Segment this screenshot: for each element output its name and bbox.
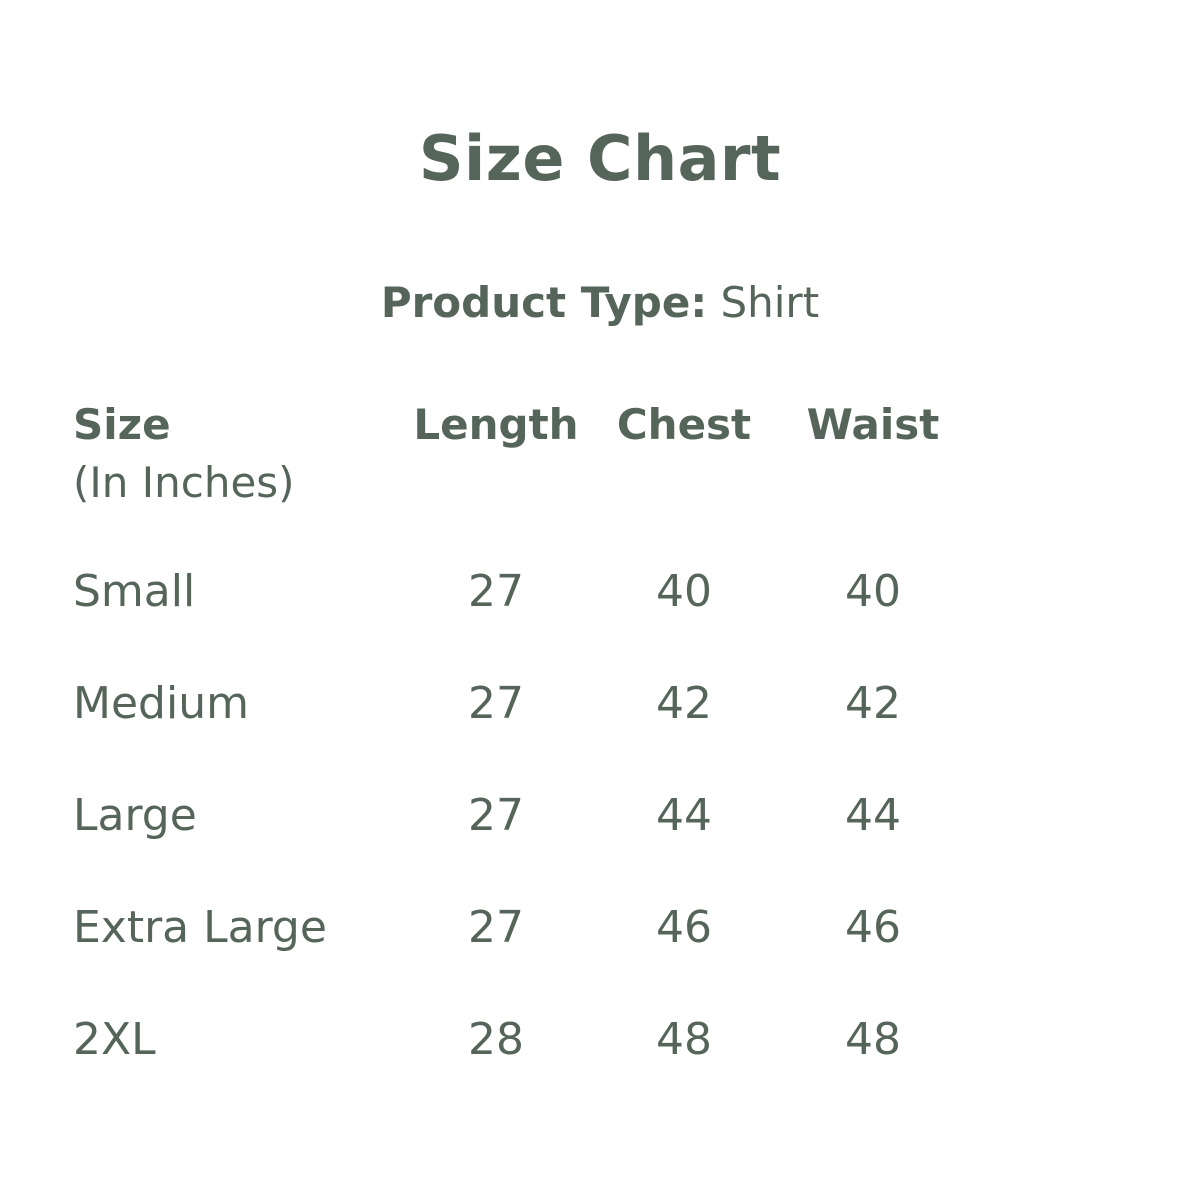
cell-size: Medium [73,678,249,729]
cell-chest: 42 [656,678,712,729]
unit-note: (In Inches) [73,458,295,507]
header-length: Length [413,400,579,449]
cell-chest: 48 [656,1014,712,1065]
cell-length: 27 [468,566,524,617]
cell-chest: 46 [656,902,712,953]
cell-chest: 40 [656,566,712,617]
cell-length: 27 [468,790,524,841]
product-type-label: Product Type: [380,278,708,327]
product-type-value: Shirt [720,278,820,327]
cell-length: 27 [468,902,524,953]
header-chest: Chest [616,400,752,449]
cell-waist: 48 [845,1014,901,1065]
cell-size: 2XL [73,1014,156,1065]
cell-waist: 46 [845,902,901,953]
cell-length: 27 [468,678,524,729]
cell-size: Small [73,566,196,617]
cell-waist: 40 [845,566,901,617]
page-title: Size Chart [418,122,782,195]
product-type: Product Type: Shirt [0,278,1200,327]
cell-waist: 44 [845,790,901,841]
header-waist: Waist [806,400,940,449]
cell-waist: 42 [845,678,901,729]
header-size: Size [73,400,171,449]
cell-size: Extra Large [73,902,327,953]
cell-size: Large [73,790,197,841]
cell-length: 28 [468,1014,524,1065]
cell-chest: 44 [656,790,712,841]
